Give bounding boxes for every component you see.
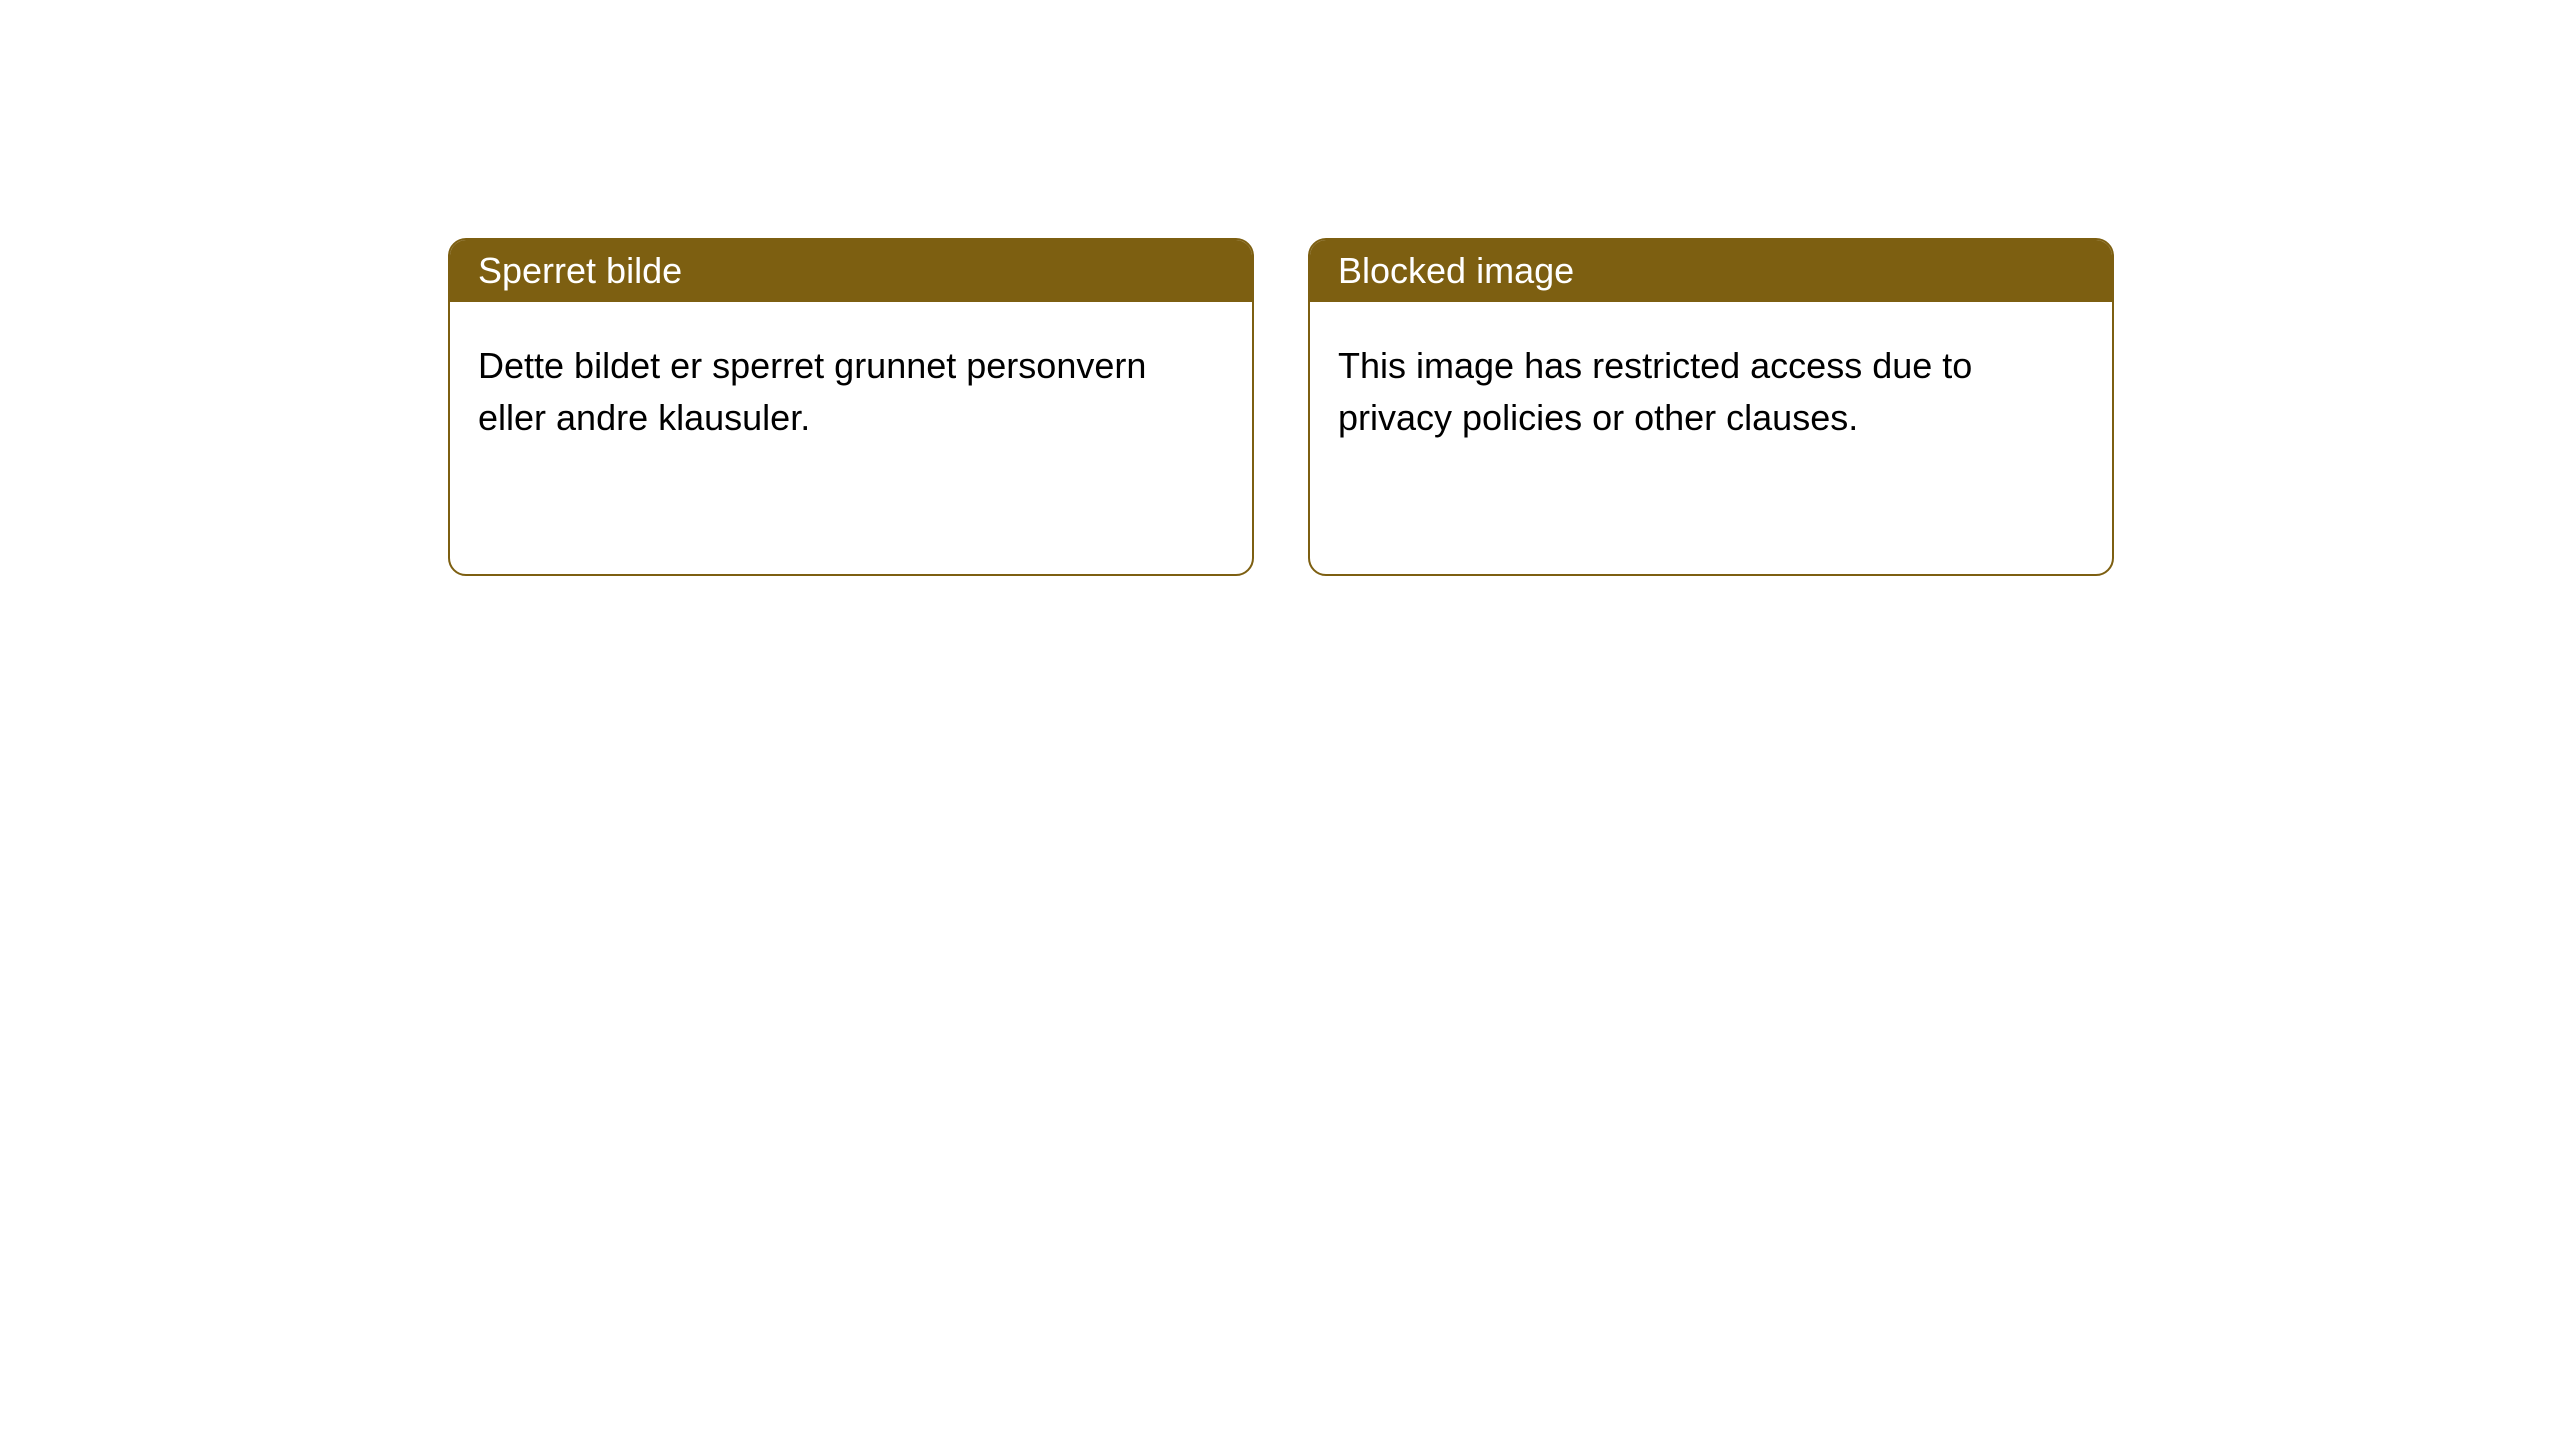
notice-cards-container: Sperret bilde Dette bildet er sperret gr… [0,0,2560,576]
card-body-norwegian: Dette bildet er sperret grunnet personve… [450,302,1252,482]
card-header-english: Blocked image [1310,240,2112,302]
notice-card-norwegian: Sperret bilde Dette bildet er sperret gr… [448,238,1254,576]
notice-card-english: Blocked image This image has restricted … [1308,238,2114,576]
card-body-english: This image has restricted access due to … [1310,302,2112,482]
card-header-norwegian: Sperret bilde [450,240,1252,302]
